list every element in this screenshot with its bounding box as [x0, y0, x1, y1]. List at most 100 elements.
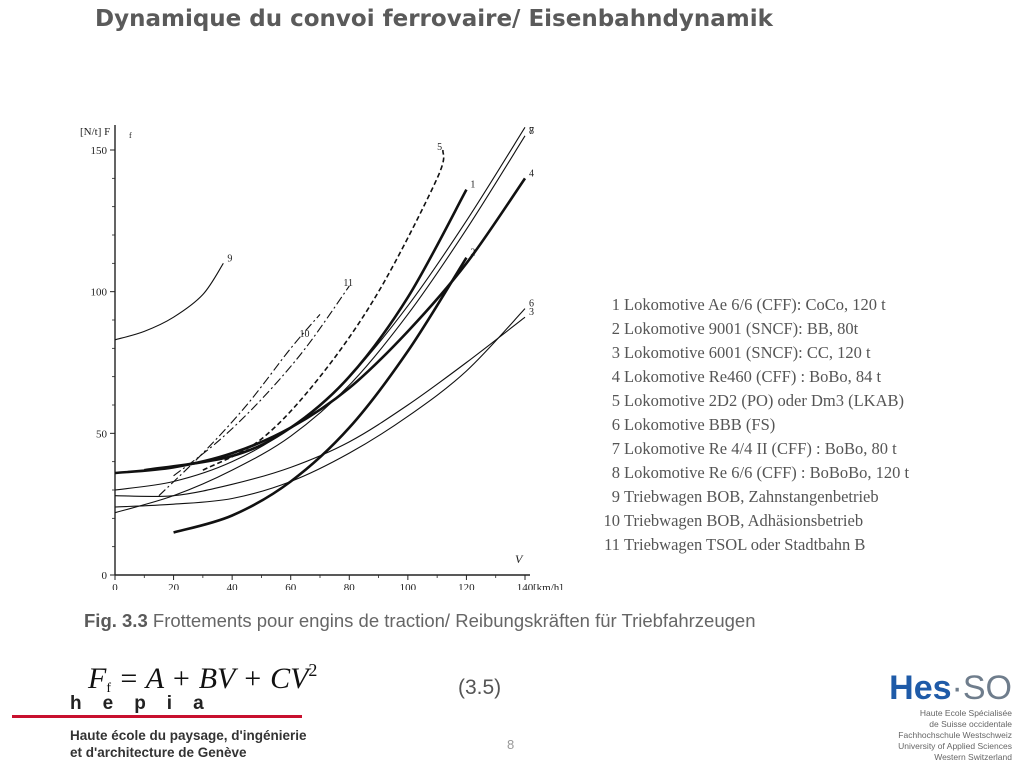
x-axis-unit: [km/h] [533, 582, 563, 590]
series-label: 6 [529, 299, 534, 310]
hepia-name-line1: Haute école du paysage, d'ingénierie [70, 728, 307, 743]
legend-number: 6 [611, 415, 620, 434]
legend-item: 7 Lokomotive Re 4/4 II (CFF) : BoBo, 80 t [598, 437, 909, 461]
formula-rest: = A + BV + CV [111, 662, 309, 695]
legend-number: 8 [611, 463, 620, 482]
legend-text: Triebwagen TSOL oder Stadtbahn B [624, 535, 866, 554]
x-axis-label: V [515, 552, 524, 566]
x-tick-label: 140 [517, 582, 534, 590]
hes-so-line: de Suisse occidentale [929, 719, 1012, 729]
figure-text: Frottements pour engins de traction/ Rei… [152, 610, 756, 631]
y-axis-label: [N/t] F [80, 126, 110, 138]
y-axis-label-sub: f [129, 131, 132, 140]
y-tick-label: 50 [96, 428, 108, 440]
series-label: 11 [343, 278, 353, 289]
hes-so-text: SO [962, 669, 1012, 707]
hes-text: Hes [889, 669, 952, 707]
hes-so-line: Haute Ecole Spécialisée [919, 708, 1012, 718]
hes-so-line: University of Applied Sciences [898, 741, 1012, 751]
legend-item: 8 Lokomotive Re 6/6 (CFF) : BoBoBo, 120 t [598, 461, 909, 485]
series-label: 4 [529, 168, 534, 179]
hes-so-lines: Haute Ecole Spécialisée de Suisse occiden… [862, 708, 1012, 763]
x-tick-label: 60 [285, 582, 297, 590]
figure-caption: Fig. 3.3 Frottements pour engins de trac… [84, 610, 756, 632]
series-line-7 [115, 127, 526, 491]
series-label: 1 [470, 180, 475, 191]
legend-number: 11 [604, 535, 620, 554]
series-line-4 [115, 177, 527, 475]
hes-so-logo: Hes·SO Haute Ecole Spécialisée de Suisse … [862, 668, 1012, 763]
equation-number: (3.5) [458, 676, 502, 699]
series-label: 7 [529, 126, 534, 137]
legend-text: Lokomotive 2D2 (PO) oder Dm3 (LKAB) [624, 391, 905, 410]
hes-so-line: Fachhochschule Westschweiz [898, 730, 1012, 740]
series-label: 8 [529, 126, 534, 137]
y-tick-label: 100 [91, 287, 108, 299]
series-label: 10 [300, 329, 310, 340]
x-tick-label: 120 [458, 582, 475, 590]
x-tick-label: 40 [227, 582, 239, 590]
friction-chart: 0 20 40 60 80 100 120 140 0 50 100 150 [N/t] F f V [km/… [80, 125, 563, 590]
legend-text: Lokomotive Re 4/4 II (CFF) : BoBo, 80 t [624, 439, 897, 458]
series-line-2 [173, 256, 468, 534]
legend-item: 9 Triebwagen BOB, Zahnstangenbetrieb [598, 485, 909, 509]
hepia-letter: e [102, 693, 114, 714]
series-label: 3 [529, 307, 534, 318]
hepia-letter: p [134, 693, 146, 714]
formula: Ff = A + BV + CV2 [88, 660, 317, 697]
legend-number: 5 [611, 391, 620, 410]
hepia-letter: i [166, 693, 173, 714]
x-tick-label: 100 [400, 582, 417, 590]
formula-sup: 2 [308, 660, 318, 680]
legend-text: Lokomotive Re460 (CFF) : BoBo, 84 t [624, 367, 882, 386]
legend-number: 10 [603, 511, 621, 530]
legend-item: 2 Lokomotive 9001 (SNCF): BB, 80t [598, 317, 909, 341]
hepia-name-line2: et d'architecture de Genève [70, 745, 247, 760]
legend-number: 1 [611, 295, 620, 314]
series-line-3 [115, 316, 526, 498]
legend-item: 11 Triebwagen TSOL oder Stadtbahn B [598, 533, 909, 557]
legend-text: Triebwagen BOB, Adhäsionsbetrieb [624, 511, 864, 530]
y-tick-label: 0 [102, 570, 108, 582]
series-line-11 [173, 285, 350, 477]
legend-number: 2 [611, 319, 620, 338]
legend-text: Triebwagen BOB, Zahnstangenbetrieb [624, 487, 879, 506]
hepia-letter: a [193, 693, 204, 714]
legend-number: 3 [611, 343, 620, 362]
legend-item: 10 Triebwagen BOB, Adhäsionsbetrieb [598, 509, 909, 533]
series-line-1 [144, 189, 468, 472]
x-tick-label: 20 [168, 582, 180, 590]
hes-so-mark: Hes·SO [862, 668, 1012, 708]
figure-label: Fig. 3.3 [84, 610, 148, 631]
legend-number: 4 [611, 367, 620, 386]
legend-text: Lokomotive 9001 (SNCF): BB, 80t [624, 319, 859, 338]
legend-item: 3 Lokomotive 6001 (SNCF): CC, 120 t [598, 341, 909, 365]
series-line-9 [115, 263, 224, 341]
legend-text: Lokomotive Ae 6/6 (CFF): CoCo, 120 t [624, 295, 886, 314]
hepia-letter: h [70, 693, 82, 714]
series-line-8 [115, 135, 526, 514]
chart-legend: 1 Lokomotive Ae 6/6 (CFF): CoCo, 120 t 2 Lo… [598, 293, 910, 557]
page-number: 8 [507, 737, 515, 752]
series-line-6 [115, 308, 526, 508]
legend-text: Lokomotive 6001 (SNCF): CC, 120 t [624, 343, 871, 362]
legend-number: 7 [611, 439, 620, 458]
formula-f: F [88, 662, 107, 695]
y-tick-label: 150 [91, 145, 108, 157]
x-tick-label: 80 [344, 582, 356, 590]
red-divider [12, 715, 302, 718]
x-tick-label: 0 [112, 582, 118, 590]
series-label: 5 [437, 142, 442, 153]
series-label: 9 [227, 253, 232, 264]
slide-title: Dynamique du convoi ferrovaire/ Eisenbah… [95, 6, 773, 32]
formula-sub: f [106, 681, 111, 696]
series-line-5 [202, 149, 445, 471]
legend-item: 1 Lokomotive Ae 6/6 (CFF): CoCo, 120 t [598, 293, 909, 317]
hes-so-line: Western Switzerland [934, 752, 1012, 762]
legend-item: 6 Lokomotive BBB (FS) [598, 413, 909, 437]
legend-text: Lokomotive BBB (FS) [624, 415, 776, 434]
hes-dot: · [951, 669, 963, 707]
series-line-10 [158, 313, 321, 497]
